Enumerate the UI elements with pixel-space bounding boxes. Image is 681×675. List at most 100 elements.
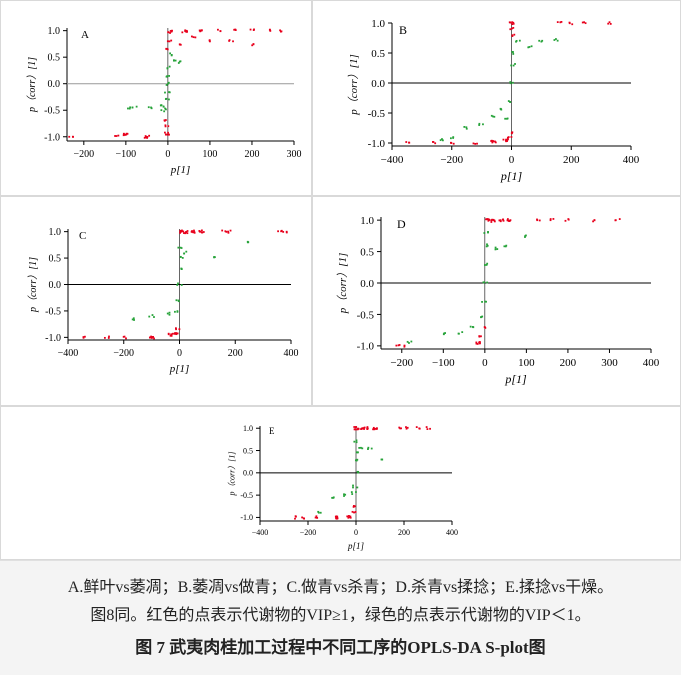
y-tick-label: 0.5	[48, 53, 61, 64]
data-point	[503, 245, 506, 248]
data-point	[201, 229, 203, 232]
data-point	[511, 81, 514, 84]
data-point	[441, 139, 444, 142]
x-tick-label: 0	[509, 154, 515, 166]
x-tick-label: 400	[446, 528, 458, 537]
data-point	[143, 136, 146, 139]
data-point	[164, 124, 167, 127]
data-point	[492, 115, 495, 118]
data-point	[485, 300, 487, 303]
x-tick-label: −200	[300, 528, 317, 537]
data-point	[444, 332, 447, 334]
data-point	[441, 138, 443, 140]
data-point	[175, 332, 178, 335]
data-point	[499, 220, 502, 223]
y-tick-label: -0.5	[44, 106, 60, 117]
data-point	[483, 326, 486, 329]
data-point	[511, 23, 514, 26]
data-point	[162, 105, 165, 108]
data-point	[395, 344, 398, 347]
data-point	[465, 126, 468, 129]
x-tick-label: 400	[284, 348, 299, 359]
data-point	[367, 448, 369, 450]
data-point	[592, 220, 594, 223]
data-point	[192, 231, 195, 234]
data-point	[351, 493, 354, 495]
data-point	[285, 230, 288, 233]
data-point	[186, 232, 189, 235]
data-point	[512, 22, 515, 25]
data-point	[481, 300, 483, 303]
data-point	[584, 22, 587, 25]
data-point	[363, 428, 365, 430]
data-point	[367, 446, 370, 449]
data-point	[180, 247, 183, 249]
data-point	[509, 28, 512, 31]
data-point	[343, 495, 345, 497]
data-point	[479, 342, 481, 345]
series-vip-lt1	[439, 38, 559, 142]
data-point	[72, 135, 74, 138]
data-point	[170, 54, 173, 57]
panel-e: 1.0 0.5 0.0 -0.5 -1.0 −400 −200 0 200 400 p[1] p（co…	[0, 406, 681, 560]
data-point	[607, 22, 610, 25]
data-point	[117, 134, 120, 137]
data-point	[168, 75, 170, 77]
data-point	[153, 316, 155, 318]
data-point	[452, 137, 455, 139]
data-point	[224, 230, 227, 233]
data-point	[426, 428, 429, 430]
data-point	[131, 318, 134, 321]
data-point	[560, 20, 563, 23]
data-point	[246, 241, 249, 244]
data-point	[175, 328, 177, 331]
y-axis-title: p（corr）[1]	[27, 257, 39, 313]
y-tick-label: 0.0	[49, 280, 62, 291]
data-point	[486, 262, 489, 265]
data-point	[135, 105, 138, 108]
series-vip-ge1	[294, 426, 431, 520]
data-point	[319, 511, 322, 514]
data-point	[168, 98, 170, 101]
data-point	[179, 60, 182, 63]
data-point	[146, 137, 149, 139]
panel-label: C	[79, 230, 86, 242]
data-point	[500, 108, 503, 111]
data-point	[176, 332, 179, 335]
data-point	[480, 316, 482, 319]
data-point	[168, 311, 171, 314]
data-point	[176, 284, 179, 286]
data-point	[125, 132, 128, 135]
x-tick-label: 0	[354, 528, 358, 537]
data-point	[432, 141, 434, 143]
y-axis-title: p（corr）[1]	[336, 253, 349, 315]
data-point	[478, 124, 481, 126]
data-point	[221, 229, 224, 232]
y-tick-label: -1.0	[45, 333, 61, 344]
data-point	[353, 511, 355, 514]
data-point	[363, 426, 366, 429]
data-point	[509, 219, 512, 222]
data-point	[184, 29, 187, 32]
data-point	[408, 141, 411, 144]
data-point	[177, 282, 179, 285]
data-point	[348, 515, 350, 517]
caption-line-1: A.鲜叶vs萎凋；B.萎凋vs做青；C.做青vs杀青；D.杀青vs揉捻；E.揉捻…	[67, 579, 614, 596]
data-point	[185, 30, 188, 33]
data-point	[301, 516, 304, 519]
data-point	[352, 505, 355, 508]
data-point	[150, 106, 152, 109]
data-point	[555, 38, 557, 40]
data-point	[490, 114, 493, 117]
data-point	[232, 40, 234, 43]
data-point	[493, 220, 496, 223]
x-tick-label: −200	[390, 357, 413, 369]
data-point	[434, 142, 437, 145]
data-point	[538, 219, 541, 222]
data-point	[233, 28, 236, 31]
data-point	[506, 218, 509, 220]
data-point	[108, 335, 110, 338]
data-point	[370, 447, 373, 450]
data-point	[415, 426, 418, 429]
data-point	[429, 427, 431, 430]
